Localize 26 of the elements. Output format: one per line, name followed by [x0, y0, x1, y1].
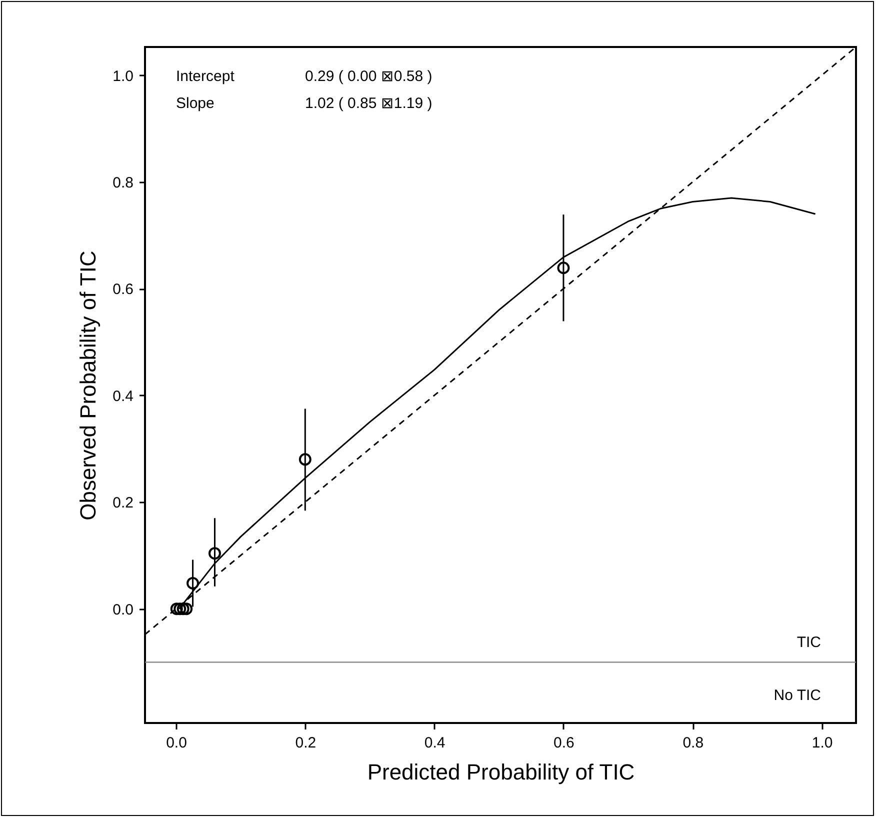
x-axis-title: Predicted Probability of TIC — [367, 760, 635, 784]
y-tick-label: 0.8 — [112, 174, 134, 192]
annotation: TIC — [796, 634, 822, 652]
x-tick-label: 1.0 — [812, 734, 833, 752]
y-tick-label: 0.6 — [112, 281, 134, 298]
x-tick-label: 0.6 — [554, 734, 574, 752]
point — [557, 262, 570, 274]
x-tick-label: 0.0 — [166, 734, 187, 752]
point — [298, 453, 312, 466]
y-tick-label: 0.4 — [112, 388, 134, 405]
annotation: No TIC — [774, 687, 822, 704]
y-tick-label: 0.2 — [112, 494, 134, 512]
annotation: Intercept — [176, 68, 236, 85]
point — [208, 547, 221, 560]
point — [186, 576, 200, 590]
y-axis-title: Observed Probability of TIC — [76, 250, 101, 520]
y-tick-label: 1.0 — [112, 68, 134, 85]
x-tick-label: 0.8 — [682, 734, 704, 752]
annotation: Slope — [176, 95, 214, 112]
y-tick-label: 0.0 — [112, 601, 134, 618]
x-tick-label: 0.2 — [295, 734, 316, 752]
annotation: 1.02 ( 0.85 ⊠1.19 ) — [305, 95, 432, 112]
annotation: 0.29 ( 0.00 ⊠0.58 ) — [305, 68, 432, 85]
point — [176, 602, 190, 616]
point — [174, 602, 186, 616]
x-tick-label: 0.4 — [424, 734, 446, 752]
